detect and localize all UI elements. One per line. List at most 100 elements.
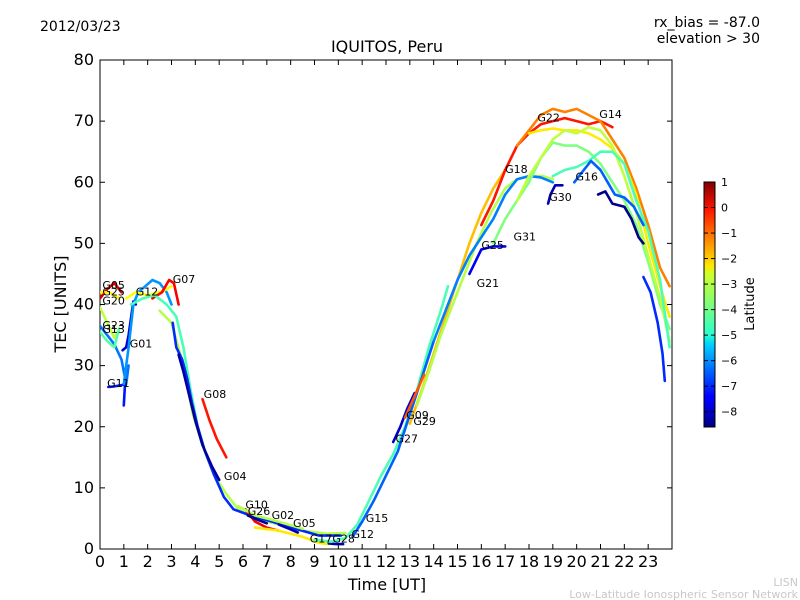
- colorbar-tick-label: −2: [721, 253, 737, 266]
- satellite-label-g23: G23: [102, 319, 125, 332]
- satellite-label-g16: G16: [575, 170, 598, 183]
- satellite-label-g13: G13: [102, 323, 125, 336]
- satellite-label-g04: G04: [224, 470, 247, 483]
- y-axis-label: TEC [UNITS]: [51, 256, 70, 354]
- x-tick-label: 4: [190, 552, 200, 571]
- satellite-label-g11: G11: [107, 377, 130, 390]
- colorbar-tick-label: −8: [721, 406, 737, 419]
- series-g28: [327, 542, 345, 546]
- watermark-network: Low-Latitude Ionospheric Sensor Network: [569, 588, 798, 600]
- x-tick-label: 14: [423, 552, 443, 571]
- satellite-label-g25: G25: [481, 239, 504, 252]
- colorbar-tick-label: 0: [721, 202, 728, 215]
- y-tick-label: 10: [74, 478, 94, 497]
- x-tick-label: 12: [376, 552, 396, 571]
- satellite-label-g22: G22: [537, 112, 560, 125]
- satellite-label-g05: G05: [102, 279, 125, 292]
- colorbar-tick-label: −4: [721, 304, 737, 317]
- x-tick-label: 17: [495, 552, 515, 571]
- x-tick-label: 8: [286, 552, 296, 571]
- x-tick-label: 19: [543, 552, 563, 571]
- satellite-label-g18: G18: [505, 163, 528, 176]
- satellite-label-g31: G31: [514, 230, 537, 243]
- series-g11: [107, 382, 127, 407]
- x-tick-label: 16: [471, 552, 491, 571]
- x-tick-label: 15: [447, 552, 467, 571]
- x-tick-label: 5: [214, 552, 224, 571]
- colorbar-tick-label: −6: [721, 355, 737, 368]
- series-g14d: [596, 190, 645, 245]
- watermark-lisn: LISN: [773, 576, 798, 589]
- satellite-label-g30: G30: [549, 191, 572, 204]
- satellite-label-g21: G21: [477, 277, 500, 290]
- x-tick-label: 3: [166, 552, 176, 571]
- series-g12b: [313, 284, 450, 544]
- x-tick-label: 2: [143, 552, 153, 571]
- colorbar-label: Latitude: [743, 277, 758, 331]
- satellite-label-g20: G20: [102, 295, 125, 308]
- colorbar-tick-label: 1: [721, 176, 728, 189]
- satellite-label-g01: G01: [130, 337, 153, 350]
- series-g22b: [527, 127, 671, 319]
- x-tick-label: 20: [566, 552, 586, 571]
- y-tick-label: 0: [84, 539, 94, 558]
- x-tick-label: 21: [590, 552, 610, 571]
- colorbar-tick-label: −1: [721, 227, 737, 240]
- y-tick-label: 50: [74, 233, 94, 252]
- series-g18: [479, 116, 614, 227]
- series-g22: [515, 107, 671, 288]
- colorbar-tick-label: −5: [721, 329, 737, 342]
- satellite-label-g25: G25: [102, 285, 125, 298]
- date-label: 2012/03/23: [40, 19, 121, 35]
- series-g30: [546, 184, 564, 205]
- satellite-label-g27: G27: [396, 433, 419, 446]
- colorbar-tick-label: −3: [721, 278, 737, 291]
- x-tick-label: 1: [119, 552, 129, 571]
- series-g09: [403, 373, 426, 419]
- y-tick-label: 40: [74, 295, 94, 314]
- x-tick-label: 22: [614, 552, 634, 571]
- series-g07: [151, 278, 180, 306]
- series-g14c: [551, 150, 671, 349]
- colorbar-tick-label: −7: [721, 380, 737, 393]
- x-tick-label: 18: [519, 552, 539, 571]
- series-g23: [100, 324, 130, 386]
- x-tick-label: 23: [638, 552, 658, 571]
- satellite-label-g12: G12: [136, 285, 159, 298]
- series-g13: [100, 327, 121, 349]
- satellite-label-g05: G05: [293, 517, 316, 530]
- series-g07d: [171, 321, 343, 537]
- elevation-label: elevation > 30: [657, 31, 760, 47]
- series-g25b: [468, 245, 507, 276]
- x-tick-label: 11: [352, 552, 372, 571]
- x-tick-label: 13: [400, 552, 420, 571]
- y-tick-label: 20: [74, 417, 94, 436]
- satellite-label-g28: G28: [332, 532, 355, 545]
- satellite-label-g09: G09: [406, 409, 429, 422]
- series-g25: [100, 290, 121, 300]
- satellite-label-g10: G10: [245, 499, 268, 512]
- axis-layer: 0 1 2 3 4 5 6 7 8 9 10 11 12 13 14 15 16 17 18 19 20 21 22 2301…: [74, 50, 672, 571]
- series-layer: [100, 107, 671, 546]
- x-tick-label: 9: [309, 552, 319, 571]
- chart-title: IQUITOS, Peru: [331, 37, 443, 56]
- x-tick-label: 10: [328, 552, 348, 571]
- x-axis-label: Time [UT]: [347, 575, 426, 594]
- series-g04: [177, 353, 221, 482]
- rx-bias-label: rx_bias = -87.0: [654, 15, 760, 31]
- satellite-label-g26: G26: [248, 505, 271, 518]
- colorbar: [703, 181, 716, 428]
- series-g02: [236, 504, 304, 531]
- y-tick-label: 80: [74, 50, 94, 69]
- satellite-label-g17: G17: [310, 532, 333, 545]
- satellite-label-g12: G12: [351, 528, 374, 541]
- series-g26: [246, 514, 269, 525]
- series-g05: [100, 281, 123, 300]
- y-tick-label: 60: [74, 172, 94, 191]
- colorbar-ticks: 1 0 −1 −2 −3 −4 −5 −6 −7 −8: [704, 176, 737, 419]
- series-g14b: [515, 125, 671, 343]
- x-tick-label: 6: [238, 552, 248, 571]
- satellite-label-g08: G08: [204, 388, 227, 401]
